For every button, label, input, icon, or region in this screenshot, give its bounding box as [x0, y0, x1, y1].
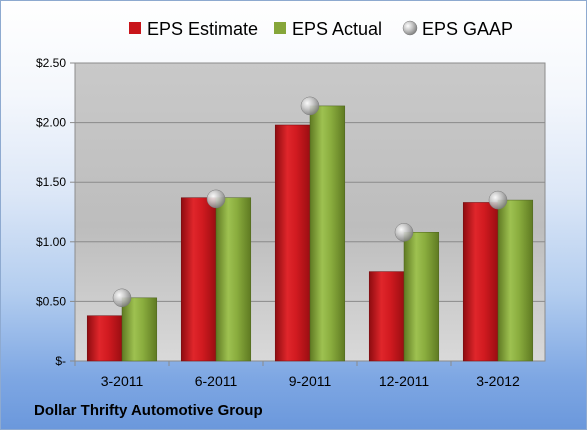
legend-label: EPS Actual [292, 19, 382, 39]
gaap-markers [112, 96, 508, 308]
legend-label: EPS GAAP [422, 19, 513, 39]
marker-eps-gaap [300, 96, 320, 116]
legend-label: EPS Estimate [147, 19, 258, 39]
y-tick-label: $1.00 [36, 235, 66, 249]
marker-eps-gaap [206, 189, 226, 209]
bars [86, 105, 534, 362]
marker-eps-gaap [112, 288, 132, 308]
bar-eps-actual [403, 232, 440, 362]
company-name: Dollar Thrifty Automotive Group [34, 402, 263, 419]
y-axis: $- $0.50 $1.00 $1.50 $2.00 $2.50 [36, 56, 75, 368]
legend-swatch-eps-estimate [129, 22, 141, 34]
bar-eps-estimate [368, 271, 405, 362]
x-tick-label: 3-2012 [476, 373, 520, 389]
bar-eps-actual [497, 199, 534, 362]
legend-swatch-eps-actual [274, 22, 286, 34]
bar-eps-actual [215, 197, 252, 362]
y-tick-label: $0.50 [36, 294, 66, 308]
bar-eps-estimate [86, 315, 123, 362]
bar-eps-actual [121, 297, 158, 362]
bar-eps-estimate [180, 197, 217, 362]
y-tick-label: $2.00 [36, 116, 66, 130]
legend-swatch-eps-gaap [402, 20, 418, 36]
bar-eps-estimate [274, 124, 311, 362]
y-tick-label: $1.50 [36, 175, 66, 189]
x-axis: 3-2011 6-2011 9-2011 12-2011 3-2012 [74, 361, 520, 389]
x-tick-label: 3-2011 [101, 373, 144, 389]
legend: EPS Estimate EPS Actual EPS GAAP [129, 19, 513, 39]
bar-eps-estimate [462, 202, 499, 362]
marker-eps-gaap [488, 190, 508, 210]
y-tick-label: $- [55, 354, 66, 368]
bar-eps-actual [309, 105, 346, 362]
x-tick-label: 9-2011 [289, 373, 332, 389]
x-tick-label: 12-2011 [379, 373, 430, 389]
x-tick-label: 6-2011 [195, 373, 238, 389]
marker-eps-gaap [394, 223, 414, 242]
y-tick-label: $2.50 [36, 56, 66, 70]
